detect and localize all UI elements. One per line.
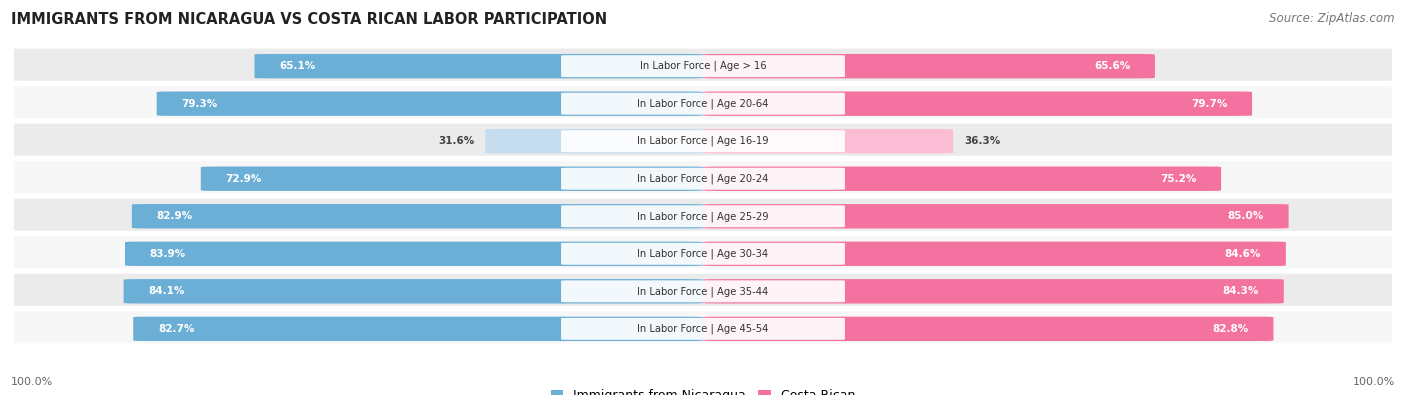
Text: 84.3%: 84.3% (1223, 286, 1258, 296)
Text: In Labor Force | Age 35-44: In Labor Force | Age 35-44 (637, 286, 769, 297)
Text: 85.0%: 85.0% (1227, 211, 1264, 221)
FancyBboxPatch shape (4, 199, 1402, 231)
Text: 83.9%: 83.9% (150, 249, 186, 259)
FancyBboxPatch shape (125, 242, 703, 266)
FancyBboxPatch shape (4, 86, 1402, 118)
FancyBboxPatch shape (4, 49, 1402, 81)
Text: 65.1%: 65.1% (280, 61, 315, 71)
FancyBboxPatch shape (134, 317, 703, 341)
Text: 84.6%: 84.6% (1225, 249, 1261, 259)
Text: In Labor Force | Age 20-24: In Labor Force | Age 20-24 (637, 173, 769, 184)
FancyBboxPatch shape (703, 279, 1284, 303)
FancyBboxPatch shape (561, 168, 845, 190)
FancyBboxPatch shape (703, 129, 953, 153)
FancyBboxPatch shape (703, 204, 1289, 228)
FancyBboxPatch shape (703, 167, 1220, 191)
FancyBboxPatch shape (561, 55, 845, 77)
FancyBboxPatch shape (561, 243, 845, 265)
Text: 65.6%: 65.6% (1094, 61, 1130, 71)
Text: In Labor Force | Age 30-34: In Labor Force | Age 30-34 (637, 248, 769, 259)
FancyBboxPatch shape (703, 92, 1253, 116)
FancyBboxPatch shape (4, 161, 1402, 193)
Text: IMMIGRANTS FROM NICARAGUA VS COSTA RICAN LABOR PARTICIPATION: IMMIGRANTS FROM NICARAGUA VS COSTA RICAN… (11, 12, 607, 27)
Text: 31.6%: 31.6% (439, 136, 474, 146)
Text: In Labor Force | Age 16-19: In Labor Force | Age 16-19 (637, 136, 769, 147)
Legend: Immigrants from Nicaragua, Costa Rican: Immigrants from Nicaragua, Costa Rican (546, 384, 860, 395)
Text: In Labor Force | Age > 16: In Labor Force | Age > 16 (640, 61, 766, 71)
Text: 100.0%: 100.0% (1353, 377, 1395, 387)
FancyBboxPatch shape (561, 318, 845, 340)
FancyBboxPatch shape (561, 205, 845, 227)
FancyBboxPatch shape (4, 274, 1402, 306)
Text: 79.3%: 79.3% (181, 99, 218, 109)
FancyBboxPatch shape (561, 280, 845, 302)
Text: 84.1%: 84.1% (149, 286, 184, 296)
Text: Source: ZipAtlas.com: Source: ZipAtlas.com (1270, 12, 1395, 25)
FancyBboxPatch shape (561, 130, 845, 152)
FancyBboxPatch shape (4, 236, 1402, 268)
FancyBboxPatch shape (703, 242, 1286, 266)
Text: In Labor Force | Age 25-29: In Labor Force | Age 25-29 (637, 211, 769, 222)
FancyBboxPatch shape (4, 311, 1402, 343)
Text: 36.3%: 36.3% (965, 136, 1000, 146)
Text: 82.7%: 82.7% (157, 324, 194, 334)
Text: 72.9%: 72.9% (225, 174, 262, 184)
Text: 82.8%: 82.8% (1212, 324, 1249, 334)
FancyBboxPatch shape (132, 204, 703, 228)
Text: 79.7%: 79.7% (1191, 99, 1227, 109)
FancyBboxPatch shape (561, 93, 845, 115)
Text: In Labor Force | Age 20-64: In Labor Force | Age 20-64 (637, 98, 769, 109)
FancyBboxPatch shape (201, 167, 703, 191)
FancyBboxPatch shape (703, 317, 1274, 341)
Text: 82.9%: 82.9% (156, 211, 193, 221)
Text: 75.2%: 75.2% (1160, 174, 1197, 184)
FancyBboxPatch shape (485, 129, 703, 153)
FancyBboxPatch shape (254, 54, 703, 78)
FancyBboxPatch shape (703, 54, 1154, 78)
Text: In Labor Force | Age 45-54: In Labor Force | Age 45-54 (637, 324, 769, 334)
FancyBboxPatch shape (124, 279, 703, 303)
FancyBboxPatch shape (156, 92, 703, 116)
Text: 100.0%: 100.0% (11, 377, 53, 387)
FancyBboxPatch shape (4, 124, 1402, 156)
